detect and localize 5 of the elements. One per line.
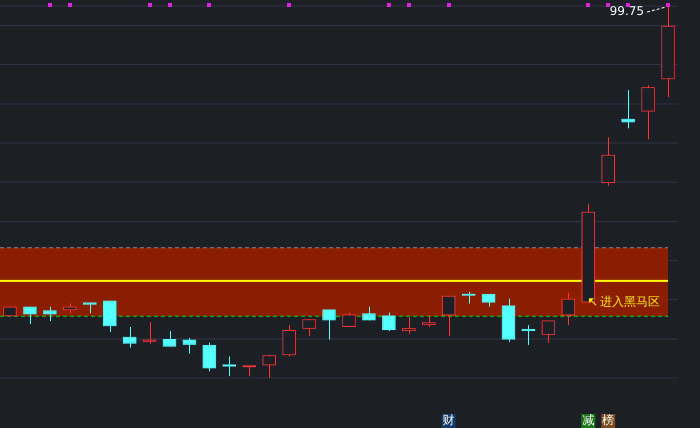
annotation: 99.75 xyxy=(610,4,644,18)
text: 财 xyxy=(442,413,455,428)
text: 减 xyxy=(582,413,594,428)
band-label: 进入黑马区 xyxy=(600,294,660,308)
text: 榜 xyxy=(602,413,614,428)
